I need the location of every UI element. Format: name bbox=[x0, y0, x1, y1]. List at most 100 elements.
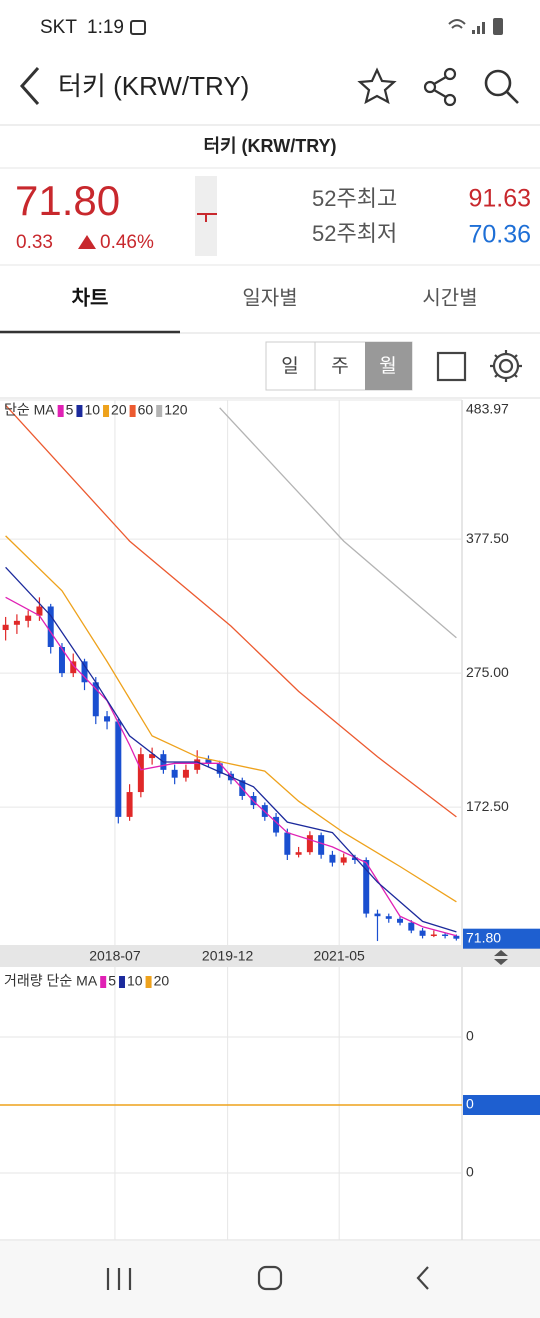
candle-body bbox=[171, 769, 178, 778]
resize-handle[interactable] bbox=[494, 950, 508, 965]
x-tick-label: 2018-07 bbox=[89, 948, 141, 964]
last-volume-tag bbox=[463, 1095, 540, 1115]
candle-body bbox=[205, 759, 212, 764]
tab[interactable]: 일자별 bbox=[242, 286, 297, 309]
share-button[interactable] bbox=[423, 67, 457, 107]
candle-body bbox=[374, 913, 381, 917]
last-price-tag bbox=[463, 928, 540, 949]
candle-body bbox=[306, 835, 313, 853]
legend-label: 20 bbox=[154, 973, 170, 989]
date-bar bbox=[0, 945, 540, 967]
candle-body bbox=[2, 624, 9, 631]
carrier: SKT bbox=[40, 17, 77, 38]
legend-label: 60 bbox=[138, 402, 154, 418]
y-tick-label: 0 bbox=[466, 1028, 474, 1044]
change: 0.33 bbox=[16, 232, 53, 253]
candle-body bbox=[126, 792, 133, 817]
candle-body bbox=[194, 759, 201, 770]
candle-body bbox=[329, 854, 336, 863]
y-tick-label: 483.97 bbox=[466, 401, 509, 417]
legend-label: 120 bbox=[164, 402, 188, 418]
candle-body bbox=[318, 835, 325, 855]
low-label: 52주최저 bbox=[312, 221, 397, 246]
candle-body bbox=[363, 860, 370, 914]
low-value: 70.36 bbox=[468, 221, 531, 249]
search-button[interactable] bbox=[484, 69, 519, 104]
nav-back-button[interactable] bbox=[416, 1266, 429, 1290]
change-pct: 0.46% bbox=[100, 232, 154, 253]
candle-body bbox=[273, 816, 280, 833]
battery-icon bbox=[493, 18, 503, 35]
candle-body bbox=[13, 620, 20, 625]
period-button[interactable]: 주 bbox=[331, 356, 348, 377]
legend-swatch bbox=[103, 405, 110, 417]
legend-label: 5 bbox=[108, 973, 116, 989]
favorite-button[interactable] bbox=[357, 67, 397, 105]
period-active-bg bbox=[365, 342, 412, 390]
candle-body bbox=[36, 606, 43, 616]
x-tick-label: 2021-05 bbox=[313, 948, 365, 964]
ma-line bbox=[5, 404, 457, 818]
last-price-label: 71.80 bbox=[466, 929, 501, 945]
y-tick-label: 172.50 bbox=[466, 798, 509, 814]
candle-body bbox=[182, 769, 189, 778]
fullscreen-button[interactable] bbox=[436, 351, 467, 382]
candle-body bbox=[137, 754, 144, 793]
back-button[interactable] bbox=[19, 67, 40, 105]
candle-body bbox=[295, 852, 302, 855]
wifi-icon bbox=[448, 19, 466, 29]
signal-icon bbox=[472, 22, 485, 34]
period-button[interactable]: 월 bbox=[379, 355, 396, 377]
legend-title: 거래량 단순 MA bbox=[4, 973, 98, 989]
candle-body bbox=[351, 857, 358, 861]
candle-body bbox=[149, 754, 156, 759]
legend-swatch bbox=[76, 405, 83, 417]
candle-body bbox=[81, 661, 88, 683]
legend-label: 10 bbox=[84, 402, 100, 418]
candle-body bbox=[92, 682, 99, 717]
y-tick-label: 275.00 bbox=[466, 664, 509, 680]
candle-body bbox=[104, 716, 111, 722]
candle-body bbox=[430, 934, 437, 937]
legend-swatch bbox=[145, 976, 152, 988]
ma-line bbox=[5, 566, 457, 933]
candle-body bbox=[419, 930, 426, 936]
ma-line bbox=[5, 535, 457, 903]
legend-swatch bbox=[57, 405, 64, 417]
high-value: 91.63 bbox=[468, 185, 531, 213]
legend-swatch bbox=[100, 976, 107, 988]
candle-body bbox=[47, 606, 54, 647]
legend-label: 10 bbox=[127, 973, 143, 989]
last-volume-label: 0 bbox=[466, 1096, 474, 1112]
price: 71.80 bbox=[15, 177, 120, 224]
high-label: 52주최고 bbox=[312, 186, 397, 211]
settings-button[interactable] bbox=[490, 350, 522, 382]
candle-body bbox=[284, 832, 291, 855]
tab[interactable]: 차트 bbox=[72, 286, 109, 309]
recents-button[interactable] bbox=[106, 1268, 132, 1290]
header-title: 터키 (KRW/TRY) bbox=[58, 71, 249, 101]
candle-body bbox=[340, 857, 347, 863]
y-tick-label: 0 bbox=[466, 1164, 474, 1180]
legend-label: 5 bbox=[66, 402, 74, 418]
candle-body bbox=[70, 661, 77, 674]
candle-body bbox=[25, 615, 32, 621]
up-arrow bbox=[78, 235, 96, 249]
ma-line bbox=[5, 596, 457, 937]
y-tick-label: 377.50 bbox=[466, 530, 509, 546]
home-button[interactable] bbox=[257, 1265, 283, 1291]
tab[interactable]: 시간별 bbox=[422, 286, 477, 309]
period-button[interactable]: 일 bbox=[281, 355, 298, 377]
x-tick-label: 2019-12 bbox=[202, 948, 254, 964]
candle-body bbox=[115, 721, 122, 817]
nav-bar bbox=[0, 1241, 540, 1318]
candle-body bbox=[58, 646, 65, 674]
candle-body bbox=[453, 935, 460, 939]
ma-line bbox=[219, 407, 457, 639]
legend-swatch bbox=[156, 405, 163, 417]
legend-title: 단순 MA bbox=[4, 402, 55, 418]
candle-body bbox=[216, 763, 223, 774]
clock: 1:19 bbox=[87, 17, 124, 38]
